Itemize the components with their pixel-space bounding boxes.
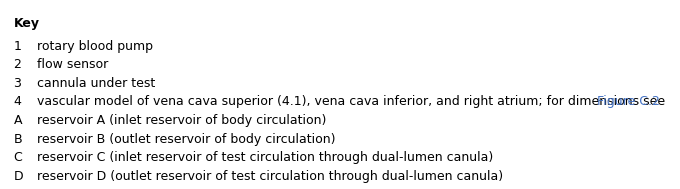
Text: reservoir C (inlet reservoir of test circulation through dual-lumen canula): reservoir C (inlet reservoir of test cir… [37,151,493,164]
Text: reservoir B (outlet reservoir of body circulation): reservoir B (outlet reservoir of body ci… [37,132,335,146]
Text: 2: 2 [14,58,21,71]
Text: 3: 3 [14,77,21,90]
Text: rotary blood pump: rotary blood pump [37,40,153,53]
Text: flow sensor: flow sensor [37,58,108,71]
Text: reservoir A (inlet reservoir of body circulation): reservoir A (inlet reservoir of body cir… [37,114,326,127]
Text: reservoir D (outlet reservoir of test circulation through dual-lumen canula): reservoir D (outlet reservoir of test ci… [37,170,503,183]
Text: B: B [14,132,22,146]
Text: A: A [14,114,22,127]
Text: C: C [14,151,22,164]
Text: Key: Key [14,17,39,29]
Text: 1: 1 [14,40,21,53]
Text: Figure C.2: Figure C.2 [597,95,660,108]
Text: 4: 4 [14,95,21,108]
Text: cannula under test: cannula under test [37,77,155,90]
Text: D: D [14,170,23,183]
Text: vascular model of vena cava superior (4.1), vena cava inferior, and right atrium: vascular model of vena cava superior (4.… [37,95,669,108]
